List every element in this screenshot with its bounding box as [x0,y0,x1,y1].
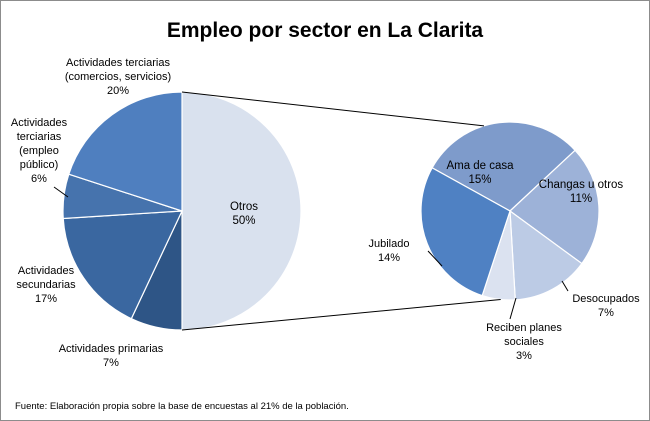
leader-line-terciarias-publico [53,186,69,198]
main-label-actividades-primarias: Actividades primarias 7% [59,343,164,369]
secondary-label-ama-de-casa: Ama de casa 15% [446,160,514,186]
leader-line-reciben-planes [509,297,517,320]
connector-line-bottom [181,299,501,331]
secondary-slice-changas-u-otros [509,149,600,265]
main-slice-actividades-secundarias [62,210,183,320]
secondary-pie [420,121,600,301]
secondary-label-jubilado: Jubilado 14% [369,238,410,264]
leader-lines [53,186,569,320]
main-label-actividades-secundarias: Actividades secundarias 17% [16,265,76,305]
connector-lines [181,91,501,331]
connector-line-top [181,91,485,127]
secondary-label-desocupados: Desocupados 7% [572,293,640,319]
main-label-otros: Otros 50% [230,201,258,227]
main-label-actividades-terciarias-empleo-publico: Actividades terciarias (empleo público) 6% [11,117,68,185]
secondary-label-reciben-planes-sociales: Reciben planes sociales 3% [486,322,562,362]
secondary-slice-ama-de-casa [431,121,576,212]
secondary-slice-jubilado [420,167,511,297]
main-slice-otros [181,91,302,331]
main-pie [62,91,302,331]
secondary-slice-desocupados [509,209,583,301]
data-labels: Otros 50% Actividades primarias 7% Actividad… [11,57,640,369]
leader-line-jubilado [427,250,443,267]
main-label-actividades-terciarias-comercios-servicios: Actividades terciarias (comercios, servic… [65,57,171,97]
chart-title: Empleo por sector en La Clarita [167,19,484,42]
secondary-label-changas-u-otros: Changas u otros 11% [539,179,624,205]
leader-line-desocupados [561,280,569,292]
source-note: Fuente: Elaboración propia sobre la base… [15,401,349,412]
main-slice-actividades-terciarias-comercios-servicios [68,91,183,212]
